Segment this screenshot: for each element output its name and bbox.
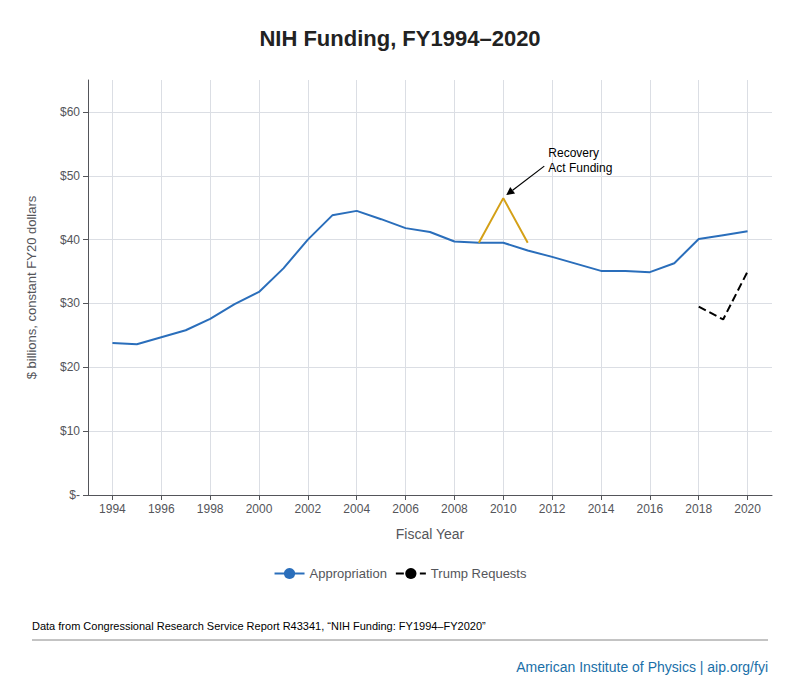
svg-text:Fiscal Year: Fiscal Year — [396, 526, 465, 542]
svg-text:$50: $50 — [60, 169, 80, 183]
svg-text:Recovery: Recovery — [548, 146, 599, 160]
svg-text:2014: 2014 — [588, 502, 615, 516]
svg-text:$60: $60 — [60, 105, 80, 119]
svg-text:Act Funding: Act Funding — [548, 161, 612, 175]
svg-text:2004: 2004 — [343, 502, 370, 516]
svg-text:NIH Funding, FY1994–2020: NIH Funding, FY1994–2020 — [259, 26, 540, 51]
svg-text:$ billions, constant FY20 doll: $ billions, constant FY20 dollars — [24, 195, 39, 379]
svg-text:Appropriation: Appropriation — [310, 566, 387, 581]
svg-text:American Institute of Physics: American Institute of Physics | aip.org/… — [516, 659, 768, 675]
svg-text:2020: 2020 — [734, 502, 761, 516]
svg-text:1994: 1994 — [99, 502, 126, 516]
svg-text:2000: 2000 — [246, 502, 273, 516]
svg-text:2016: 2016 — [637, 502, 664, 516]
svg-text:$30: $30 — [60, 296, 80, 310]
svg-text:2008: 2008 — [441, 502, 468, 516]
svg-text:1998: 1998 — [197, 502, 224, 516]
svg-text:2006: 2006 — [392, 502, 419, 516]
svg-text:1996: 1996 — [148, 502, 175, 516]
svg-text:Trump Requests: Trump Requests — [431, 566, 527, 581]
svg-text:$-: $- — [69, 488, 80, 502]
svg-text:Data from Congressional Resear: Data from Congressional Research Service… — [32, 620, 486, 632]
svg-text:2010: 2010 — [490, 502, 517, 516]
svg-text:$20: $20 — [60, 360, 80, 374]
svg-text:2018: 2018 — [685, 502, 712, 516]
svg-text:2002: 2002 — [295, 502, 322, 516]
svg-text:$10: $10 — [60, 424, 80, 438]
svg-text:2012: 2012 — [539, 502, 566, 516]
svg-text:$40: $40 — [60, 233, 80, 247]
